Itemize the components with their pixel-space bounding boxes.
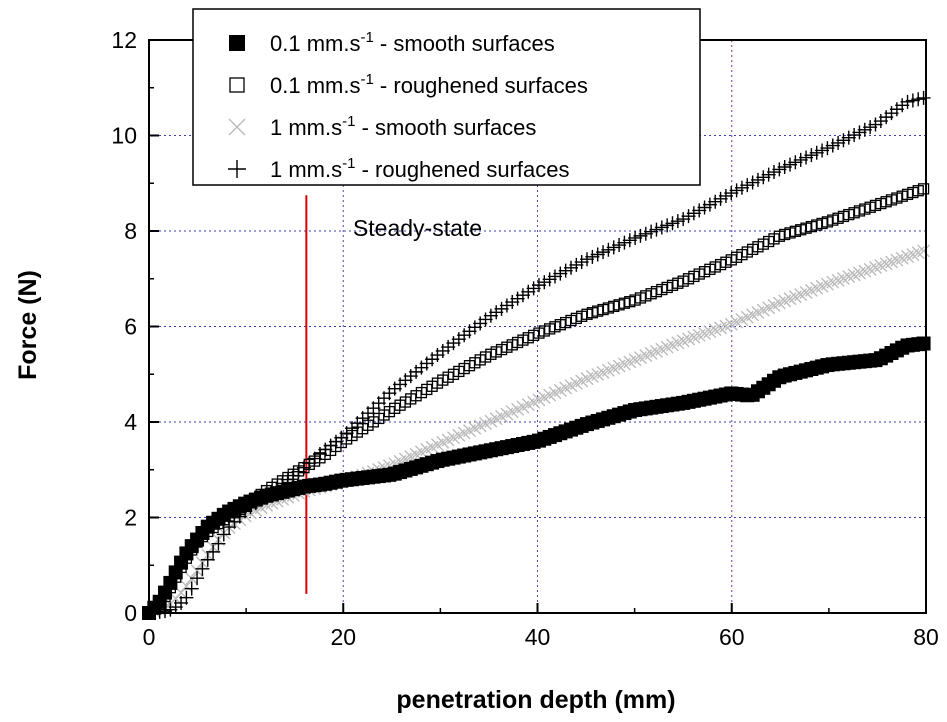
data-point <box>179 590 194 605</box>
x-tick-label: 0 <box>143 624 156 650</box>
legend-box <box>192 8 701 186</box>
steady-state-annotation: Steady-state <box>353 215 482 241</box>
data-point <box>228 160 246 178</box>
data-point <box>228 118 246 136</box>
data-point <box>190 564 204 578</box>
data-point <box>164 582 177 594</box>
data-point <box>229 77 245 93</box>
x-axis-title: penetration depth (mm) <box>396 686 675 714</box>
y-tick-label: 0 <box>124 600 137 626</box>
data-point <box>211 536 226 551</box>
data-point <box>190 571 205 586</box>
series-1 <box>143 183 930 619</box>
data-point <box>195 561 210 576</box>
x-tick-label: 20 <box>330 624 356 650</box>
data-point <box>917 183 930 195</box>
legend-label-0: 0.1 mm.s-1 - smooth surfaces <box>270 29 555 56</box>
y-tick-label: 12 <box>111 27 137 53</box>
y-tick-label: 4 <box>124 409 137 435</box>
data-point <box>170 571 182 583</box>
y-axis-title: Force (N) <box>14 270 42 380</box>
legend: 0.1 mm.s-1 - smooth surfaces 0.1 mm.s-1 -… <box>192 8 701 186</box>
series-3 <box>142 90 931 620</box>
x-tick-label: 40 <box>525 624 551 650</box>
y-tick-label: 6 <box>124 314 137 340</box>
legend-label-3: 1 mm.s-1 - roughened surfaces <box>270 155 570 182</box>
data-point <box>917 244 931 258</box>
data-series <box>142 90 931 620</box>
x-tick-label: 60 <box>719 624 745 650</box>
data-point <box>175 561 187 574</box>
data-point <box>206 544 221 559</box>
x-tick-label: 80 <box>913 624 939 650</box>
data-point <box>184 581 199 596</box>
data-point <box>229 35 245 51</box>
series-0 <box>142 336 931 620</box>
data-point <box>916 336 931 351</box>
data-point <box>916 90 931 105</box>
data-point <box>179 579 193 593</box>
legend-label-2: 1 mm.s-1 - smooth surfaces <box>270 113 536 140</box>
data-point <box>200 552 215 567</box>
y-tick-label: 2 <box>124 505 137 531</box>
legend-label-1: 0.1 mm.s-1 - roughened surfaces <box>270 71 588 98</box>
axis-ticks: 0 20 40 60 80 0 2 4 6 8 10 12 <box>111 27 938 650</box>
y-tick-label: 8 <box>124 218 137 244</box>
data-point <box>216 527 231 542</box>
y-tick-label: 10 <box>111 123 137 149</box>
series-2 <box>142 244 931 620</box>
